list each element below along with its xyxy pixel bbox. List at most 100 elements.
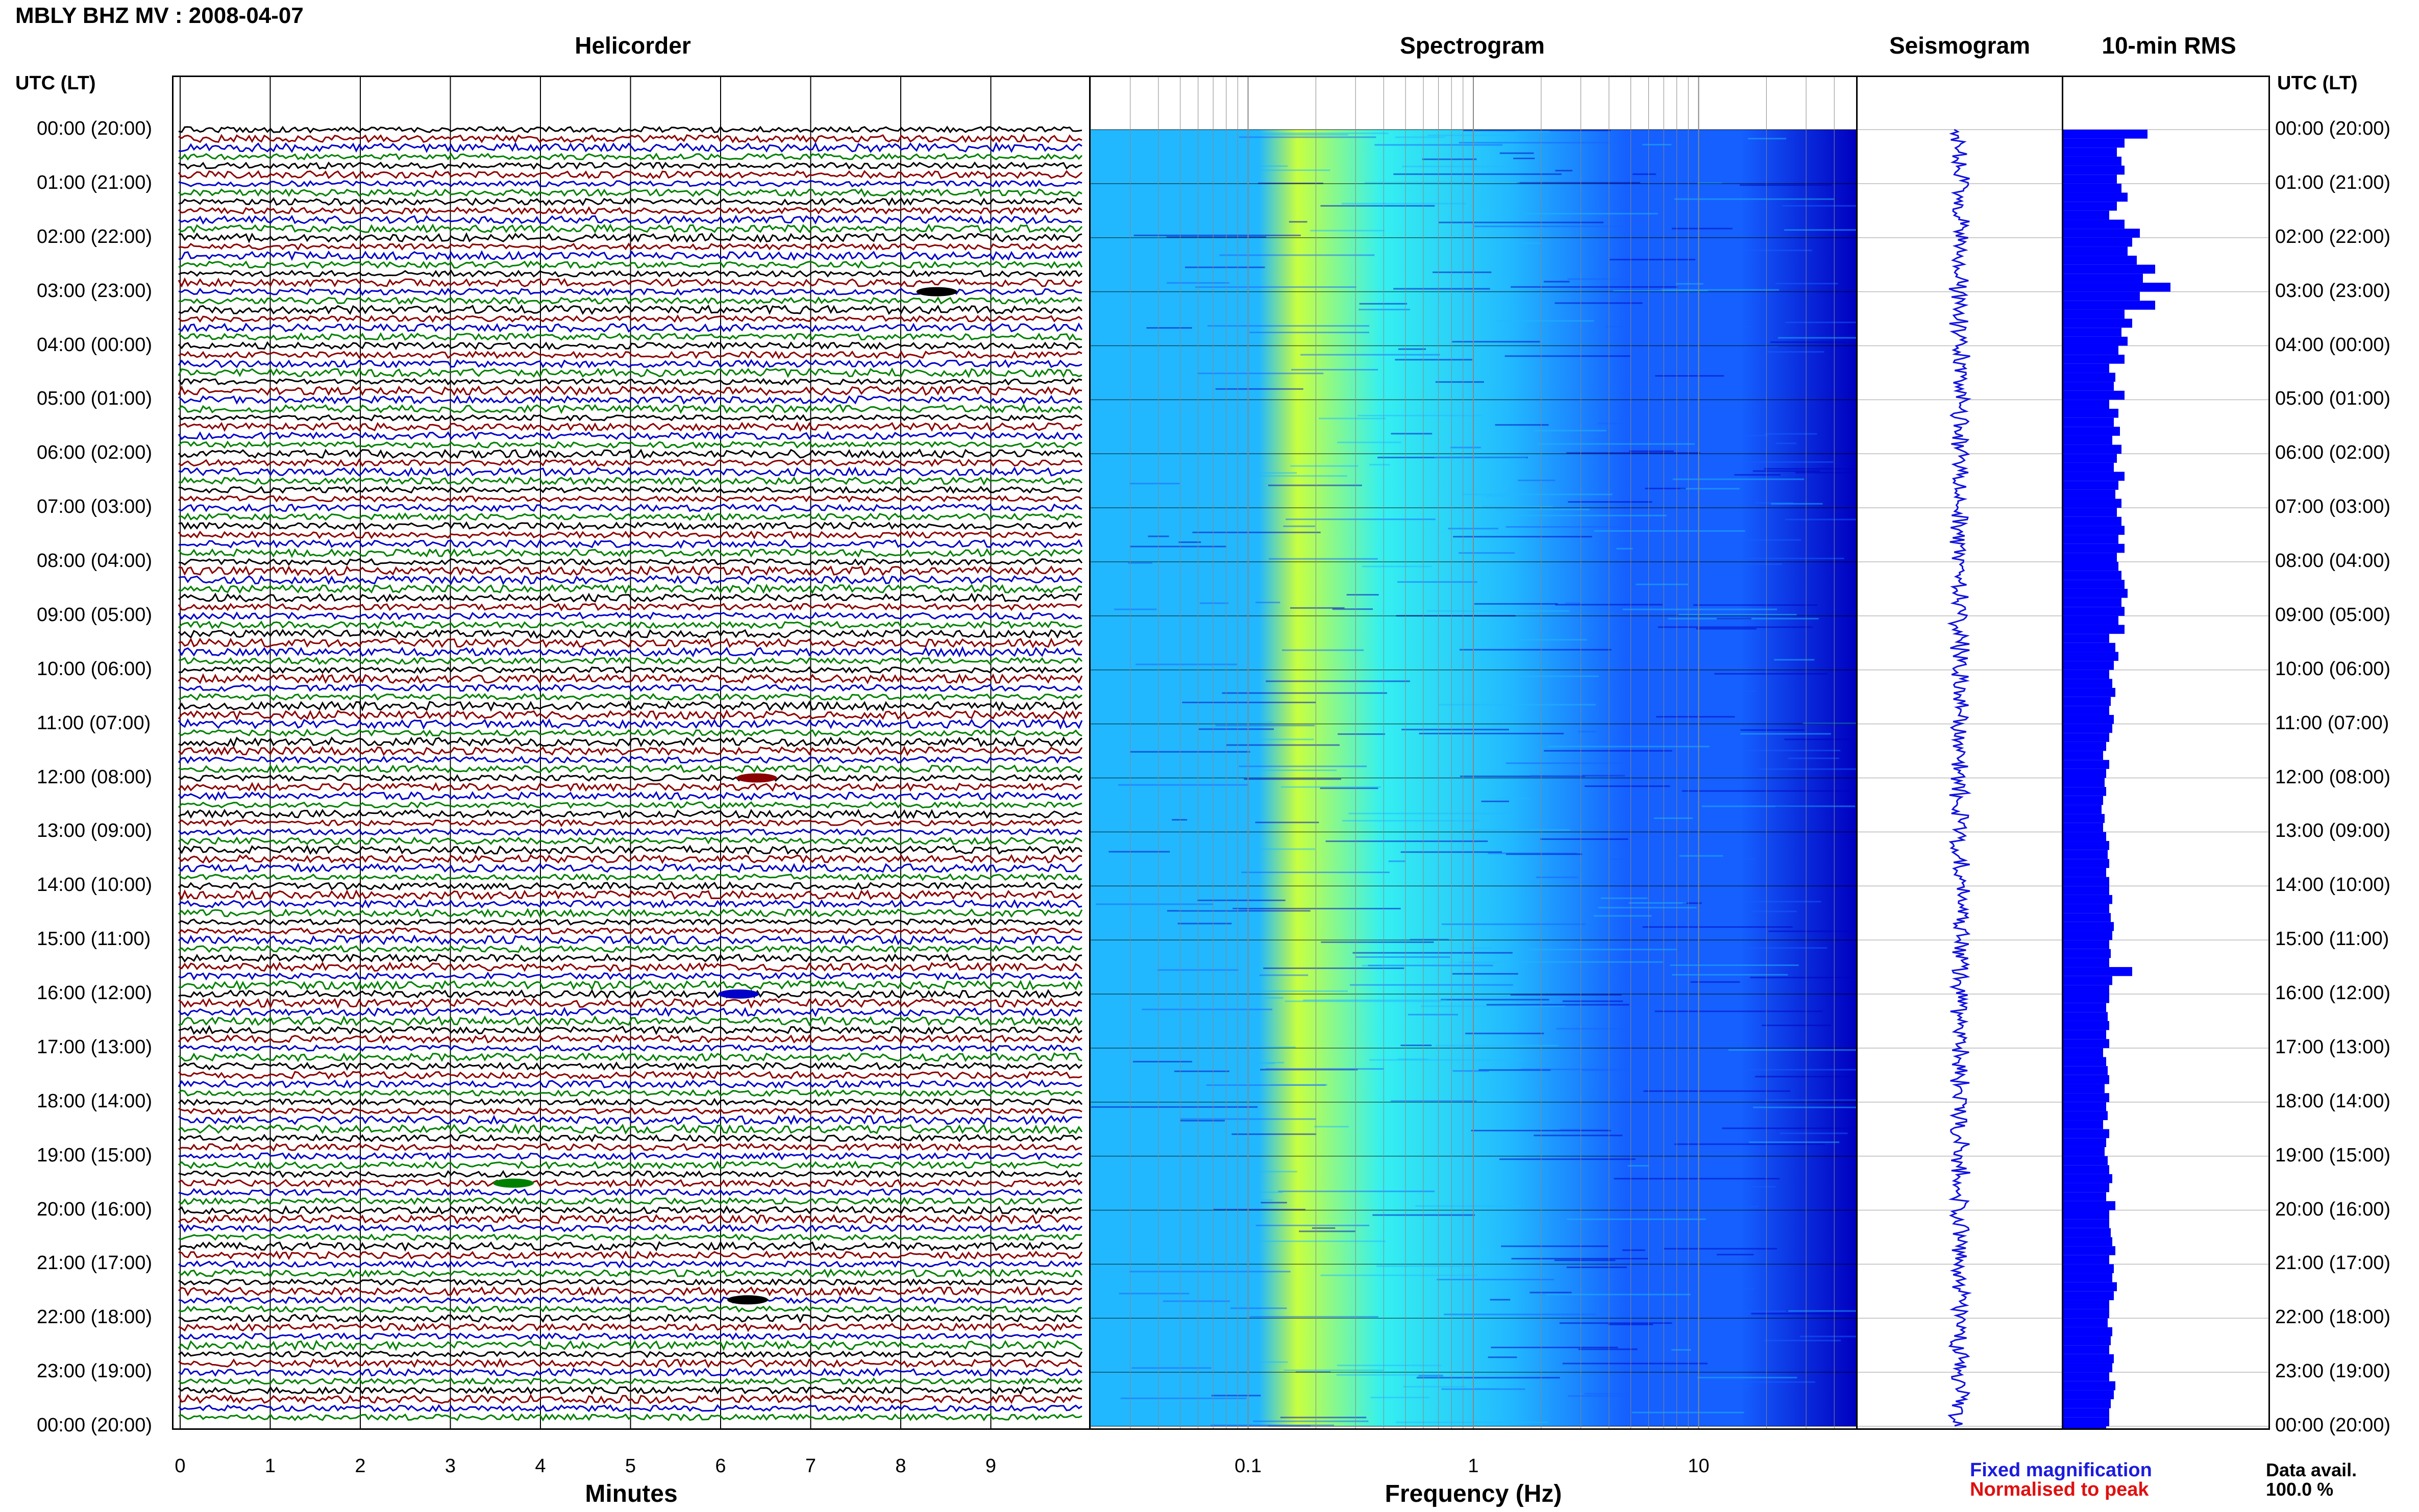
rms-bar	[2063, 661, 2114, 670]
spectrogram-streak	[1530, 775, 1697, 777]
spectrogram-streak	[1133, 234, 1301, 236]
rms-bar	[2063, 670, 2109, 679]
rms-bar	[2063, 309, 2125, 319]
rms-bar	[2063, 499, 2121, 508]
rms-bar	[2063, 1345, 2109, 1354]
spectrogram-streak	[1750, 977, 1856, 979]
spectrogram-streak	[1444, 1313, 1596, 1316]
spectrogram-streak	[1717, 1254, 1754, 1256]
spectrogram-streak	[1496, 797, 1531, 799]
rms-bar	[2063, 1282, 2117, 1292]
rms-bar	[2063, 1246, 2115, 1255]
spectrogram-streak	[1495, 424, 1549, 426]
helicorder-trace	[178, 709, 1082, 721]
spectrogram-streak	[1534, 1134, 1623, 1136]
spectrogram-streak	[1112, 341, 1193, 343]
rms-bar	[2063, 571, 2121, 580]
helicorder-trace	[178, 908, 1083, 919]
spectrogram-streak	[1376, 1265, 1476, 1267]
spectrogram-streak	[1452, 341, 1540, 343]
helicorder-trace	[178, 1188, 1083, 1197]
rms-bar	[2063, 949, 2111, 958]
rms-bar	[2063, 219, 2125, 229]
spectrogram-streak	[1627, 1165, 1649, 1167]
data-avail-value: 100.0 %	[2266, 1479, 2334, 1500]
spectrogram-streak	[1422, 158, 1477, 160]
spectrogram-streak	[1160, 721, 1273, 723]
spectrogram-streak	[1632, 1411, 1744, 1414]
rms-bar	[2063, 1084, 2105, 1094]
spectrogram-streak	[1566, 452, 1700, 454]
spectrogram-streak	[1727, 360, 1746, 362]
spectrogram-streak	[1268, 484, 1362, 486]
spectrogram-streak	[1320, 787, 1378, 789]
spectrogram-streak	[1567, 278, 1667, 280]
rms-bar	[2063, 634, 2109, 643]
rms-bar	[2063, 345, 2118, 355]
helicorder-trace	[178, 126, 1082, 134]
helicorder-trace	[178, 1006, 1082, 1018]
helicorder-trace	[178, 718, 1083, 730]
spectrogram-streak	[1300, 354, 1440, 356]
helicorder-trace	[178, 1296, 1082, 1305]
time-label-right: 06:00 (02:00)	[2275, 442, 2391, 464]
spectrogram-streak	[1357, 414, 1482, 416]
time-label-right: 00:00 (20:00)	[2275, 118, 2391, 139]
spectrogram-streak	[1258, 1191, 1283, 1193]
rms-bar	[2063, 688, 2115, 697]
rms-bar	[2063, 805, 2102, 814]
helicorder-trace	[178, 873, 1082, 881]
spectrogram-streak	[1299, 1230, 1355, 1232]
spectrogram-streak	[1396, 1421, 1549, 1423]
rms-bar	[2063, 400, 2109, 409]
spectrogram-streak	[1747, 138, 1787, 140]
rms-bar	[2063, 832, 2106, 841]
rms-bar	[2063, 985, 2109, 994]
spectrogram-streak	[1544, 750, 1672, 752]
helicorder-trace	[178, 656, 1083, 665]
spectrogram-streak	[1662, 289, 1780, 291]
spectrogram-streak	[1471, 947, 1492, 949]
rms-bar	[2063, 1408, 2109, 1418]
rms-bar	[2063, 588, 2128, 598]
spectrogram-streak	[1224, 848, 1315, 850]
helicorder-trace	[178, 700, 1082, 712]
spectrogram-streak	[1750, 910, 1797, 912]
spectrogram-streak	[1616, 548, 1633, 550]
spectrogram-streak	[1474, 603, 1558, 605]
helicorder-trace	[178, 1305, 1082, 1313]
spectrogram-streak	[1664, 1385, 1751, 1387]
rms-bar	[2063, 814, 2105, 823]
spectrogram-streak	[1402, 165, 1510, 167]
spectrogram-streak	[1393, 173, 1562, 175]
rms-plot	[2063, 129, 2268, 1428]
spectrogram-tick-label: 10	[1688, 1455, 1710, 1477]
spectrogram-streak	[1391, 433, 1433, 435]
spectrogram-streak	[1388, 860, 1405, 862]
spectrogram-streak	[1091, 1106, 1258, 1108]
spectrogram-streak	[1642, 926, 1793, 928]
helicorder-trace	[178, 1313, 1082, 1324]
rms-bar	[2063, 931, 2112, 940]
helicorder-trace	[178, 611, 1082, 621]
spectrogram-streak	[1513, 157, 1535, 159]
spectrogram-streak	[1676, 283, 1704, 285]
spectrogram-streak	[1680, 488, 1740, 490]
spectrogram-streak	[1522, 242, 1541, 244]
spectrogram-streak	[1163, 1300, 1230, 1302]
spectrogram-streak	[1664, 1248, 1778, 1250]
spectrogram-streak	[1450, 447, 1481, 449]
spectrogram-streak	[1696, 628, 1757, 630]
spectrogram-streak	[1177, 923, 1232, 925]
rms-bar	[2063, 1318, 2108, 1327]
spectrogram-streak	[1332, 608, 1373, 610]
spectrogram-streak	[1600, 897, 1648, 899]
spectrogram-streak	[1488, 1356, 1517, 1358]
helicorder-trace	[178, 385, 1082, 396]
spectrogram-streak	[1189, 769, 1337, 771]
rms-bar	[2063, 237, 2132, 247]
rms-bar	[2063, 363, 2109, 373]
spectrogram-streak	[1237, 1199, 1273, 1201]
helicorder-trace	[178, 918, 1083, 926]
spectrogram-streak	[1598, 907, 1697, 909]
